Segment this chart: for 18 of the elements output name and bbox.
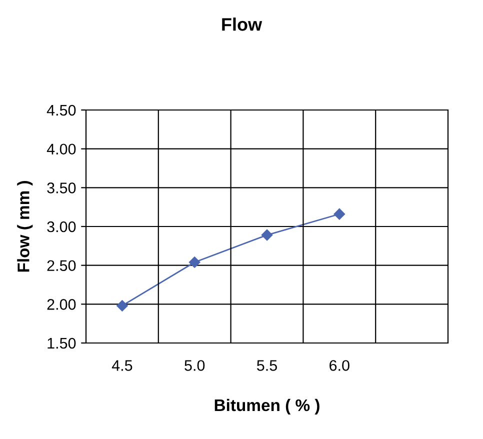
- y-tick-label: 4.50: [46, 104, 76, 116]
- y-tick-label: 3.00: [47, 221, 76, 232]
- x-tick-label: 4.5: [112, 360, 132, 371]
- y-tick-label: 1.50: [48, 338, 76, 349]
- point: [188, 256, 200, 268]
- y-axis-title: Flow ( mm ): [17, 181, 33, 272]
- y-tick-label: 2.00: [47, 299, 76, 310]
- point: [116, 300, 128, 312]
- x-tick-label: 5.0: [184, 360, 205, 371]
- x-axis-title: Bitumen ( % ): [214, 398, 320, 414]
- point: [334, 208, 346, 220]
- point: [261, 229, 273, 241]
- y-tick-label: 3.50: [47, 182, 76, 194]
- x-tick-label: 6.0: [330, 360, 350, 371]
- x-tick-label: 5.5: [256, 360, 277, 371]
- y-tick-label: 2.50: [47, 260, 76, 272]
- chart-title: Flow: [222, 18, 262, 31]
- y-tick-label: 4.00: [46, 144, 76, 155]
